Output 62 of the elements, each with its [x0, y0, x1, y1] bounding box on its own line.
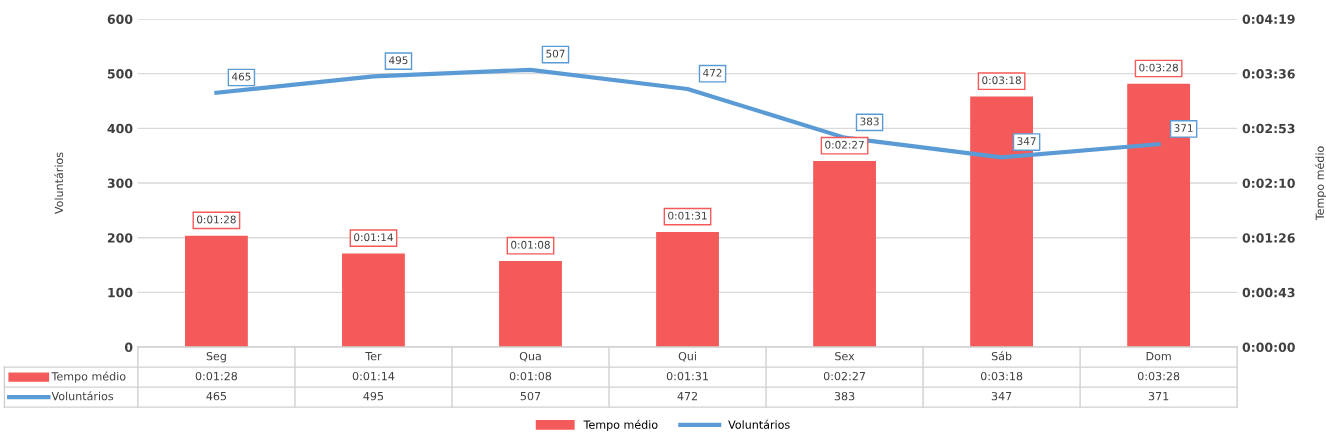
y2-axis-title: Tempo médio [1314, 146, 1326, 221]
text: 0:01:08 [511, 240, 550, 249]
x-tick-label: Dom [1146, 352, 1171, 361]
y-tick-label: 200 [107, 233, 133, 243]
y2-tick-label: 0:02:10 [1242, 178, 1295, 188]
text: 495 [389, 56, 408, 65]
data-label: 0:01:28 [195, 371, 238, 381]
data-label: 0:01:08 [509, 371, 552, 381]
data-label: 465 [206, 391, 227, 401]
text: 0:02:27 [825, 140, 864, 149]
y-tick-label: 300 [107, 178, 133, 188]
y2-tick-label: 0:02:53 [1242, 123, 1295, 134]
x-tick-label: Sáb [991, 351, 1012, 361]
x-tick-label: Qui [678, 351, 696, 362]
y-tick-label: 0 [124, 342, 133, 352]
x-tick-label: Ter [365, 352, 382, 361]
y-tick-label: 600 [107, 14, 133, 24]
y2-tick-label: 0:03:36 [1242, 69, 1295, 79]
data-label: 383 [834, 391, 855, 401]
y2-tick-label: 0:00:00 [1242, 342, 1295, 352]
text: 371 [1174, 124, 1193, 132]
y2-tick-label: 0:01:26 [1242, 233, 1295, 243]
data-label: 371 [1148, 391, 1169, 401]
x-tick-label: Qua [519, 351, 541, 362]
text: 0:03:28 [1139, 63, 1179, 72]
data-label: 347 [991, 391, 1012, 401]
bar [1127, 83, 1191, 348]
data-label: 0:03:28 [1137, 371, 1180, 381]
bar [342, 253, 405, 348]
bar [185, 235, 248, 348]
text: 472 [703, 68, 722, 77]
text: 0:01:14 [354, 233, 393, 242]
text: 507 [546, 49, 565, 58]
y2-tick-label: 0:00:43 [1242, 287, 1295, 298]
y-axis-title: Voluntários [54, 152, 64, 214]
bar [970, 96, 1034, 348]
data-label: 507 [520, 391, 541, 401]
data-label: 472 [677, 391, 698, 401]
bar [499, 260, 562, 348]
data-label: 0:03:18 [980, 371, 1023, 381]
y2-tick-label: 0:04:19 [1242, 14, 1295, 24]
text: Voluntários [728, 419, 790, 429]
y-tick-label: 400 [107, 123, 133, 134]
legend-label: Tempo médio [51, 371, 126, 383]
y-tick-label: 100 [108, 287, 133, 298]
text: 0:03:18 [982, 76, 1021, 85]
x-tick-label: Seg [206, 351, 226, 363]
text: 0:01:28 [197, 215, 236, 224]
data-label: 495 [363, 391, 384, 401]
bar [813, 160, 876, 348]
data-label: 0:01:31 [666, 371, 708, 381]
text: 383 [860, 117, 879, 126]
text: 347 [1017, 137, 1036, 146]
data-label: 0:02:27 [823, 371, 866, 381]
x-tick-label: Sex [835, 351, 855, 361]
text: 0:01:31 [668, 211, 707, 220]
text: Tempo médio [583, 419, 658, 431]
y-tick-label: 500 [107, 69, 133, 79]
data-label: 0:01:14 [352, 371, 395, 381]
text: 465 [231, 72, 251, 81]
legend-label: Voluntários [51, 391, 114, 401]
bar [656, 231, 719, 348]
